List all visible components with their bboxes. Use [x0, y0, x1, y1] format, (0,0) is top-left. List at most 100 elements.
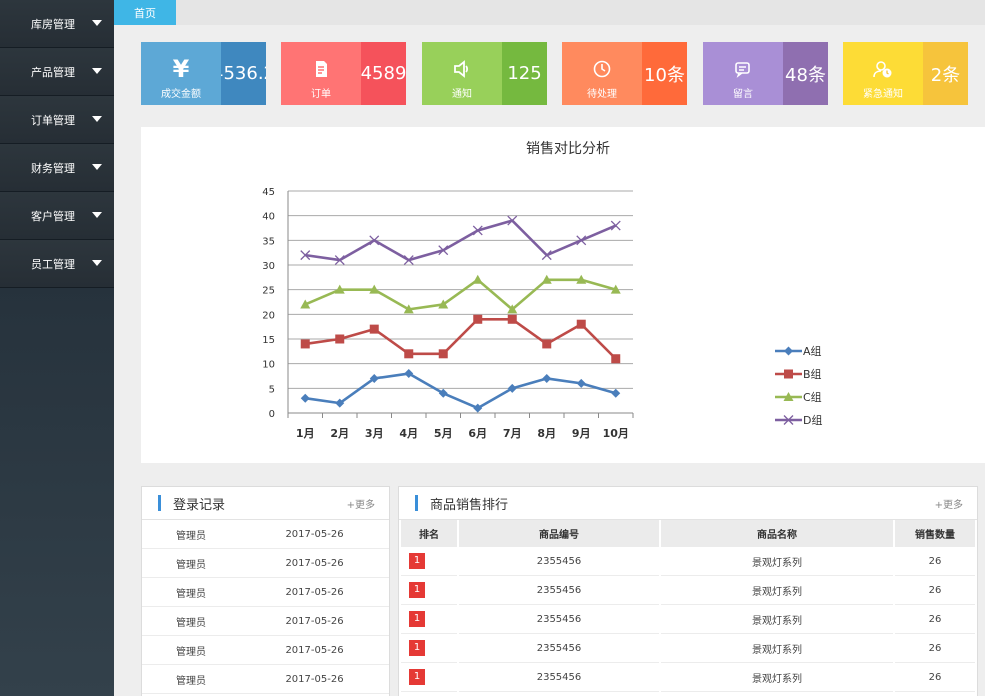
tab-home[interactable]: 首页: [114, 0, 176, 25]
sidebar-item-label: 客户管理: [31, 209, 75, 223]
sales-line-chart: 销售对比分析 0 5 10 15 20 25 30 35 40 45 1月 2月 3月 4月 5月 6月 7月 8月…: [262, 141, 822, 440]
sidebar-item-finance[interactable]: 财务管理: [0, 144, 114, 192]
sales-qty-cell: 26: [895, 576, 975, 605]
stat-card-icon-area: 订单: [281, 42, 361, 105]
data-point: [473, 403, 483, 413]
data-point: [300, 339, 310, 349]
panel-header: 登录记录 +更多: [142, 487, 389, 520]
data-point: [335, 334, 345, 344]
data-point: [300, 393, 310, 403]
series-line-1: [305, 372, 617, 410]
data-point: [300, 250, 311, 261]
legend-marker: [784, 346, 793, 356]
data-point: [576, 235, 587, 246]
more-link[interactable]: +更多: [934, 499, 963, 511]
series-line-2: [305, 317, 617, 360]
legend-marker: [784, 369, 793, 379]
product-code-cell: 2355456: [459, 634, 659, 663]
rank-badge: 1: [409, 611, 425, 627]
product-code-cell: 2355456: [459, 576, 659, 605]
legend-label: A组: [803, 344, 822, 358]
x-tick-label: 6月: [468, 427, 487, 440]
login-date: 2017-05-26: [285, 586, 344, 598]
chart-title: 销售对比分析: [526, 141, 610, 157]
column-header: 商品名称: [661, 520, 893, 547]
sidebar-item-customers[interactable]: 客户管理: [0, 192, 114, 240]
data-point: [438, 299, 449, 309]
panel-title: 登录记录: [158, 494, 225, 513]
stat-card-icon-area: 待处理: [562, 42, 642, 105]
data-point: [576, 274, 587, 284]
x-tick-label: 3月: [365, 427, 384, 440]
sales-qty-cell: 26: [895, 547, 975, 576]
login-record-row: 管理员 2017-05-26: [142, 607, 389, 636]
product-name-cell: 景观灯系列: [661, 576, 893, 605]
login-user: 管理员: [176, 530, 206, 542]
stat-card-value: 4589: [361, 42, 406, 105]
stat-card-value: 48条: [783, 42, 828, 105]
y-tick-label: 40: [262, 212, 275, 223]
stat-card-value: 10条: [642, 42, 687, 105]
y-tick-label: 15: [262, 335, 275, 346]
data-point: [507, 314, 517, 324]
rank-badge: 1: [409, 553, 425, 569]
sales-qty-cell: 26: [895, 634, 975, 663]
rank-cell: 1: [401, 576, 457, 605]
data-point: [438, 388, 448, 398]
login-date: 2017-05-26: [285, 528, 344, 540]
stat-card[interactable]: ¥ 成交金额 4536.2: [141, 42, 266, 105]
stat-card[interactable]: 通知 125: [422, 42, 547, 105]
rank-cell: 1: [401, 663, 457, 692]
message-icon: [733, 58, 753, 80]
y-tick-label: 0: [269, 409, 275, 420]
y-tick-label: 25: [262, 286, 275, 297]
data-point: [369, 373, 379, 383]
sidebar-item-staff[interactable]: 员工管理: [0, 240, 114, 288]
stat-card-label: 订单: [311, 89, 331, 100]
login-date: 2017-05-26: [285, 557, 344, 569]
data-point: [541, 250, 552, 261]
y-tick-label: 10: [262, 360, 275, 371]
stat-card[interactable]: 待处理 10条: [562, 42, 687, 105]
stat-card[interactable]: 紧急通知 2条: [843, 42, 968, 105]
sidebar-item-products[interactable]: 产品管理: [0, 48, 114, 96]
login-date: 2017-05-26: [285, 673, 344, 685]
login-user: 管理员: [176, 588, 206, 600]
data-point: [403, 304, 414, 314]
sidebar-item-label: 员工管理: [31, 257, 75, 271]
stat-card-label: 成交金额: [161, 89, 201, 100]
caret-down-icon: [92, 212, 102, 218]
data-point: [507, 383, 517, 393]
x-tick-label: 4月: [399, 427, 418, 440]
sidebar-item-orders[interactable]: 订单管理: [0, 96, 114, 144]
stat-card-value: 125: [502, 42, 547, 105]
data-point: [576, 319, 586, 329]
login-date: 2017-05-26: [285, 644, 344, 656]
data-point: [611, 388, 621, 398]
sidebar-item-label: 订单管理: [31, 113, 75, 127]
login-user: 管理员: [176, 559, 206, 571]
product-code-cell: 2355456: [459, 547, 659, 576]
x-tick-label: 5月: [434, 427, 453, 440]
x-tick-label: 9月: [572, 427, 591, 440]
login-user: 管理员: [176, 617, 206, 629]
product-code-cell: 2355456: [459, 605, 659, 634]
urgent-icon: [872, 58, 894, 80]
stat-card-label: 紧急通知: [863, 89, 903, 100]
stat-card[interactable]: 留言 48条: [703, 42, 828, 105]
stat-card-label: 待处理: [587, 89, 617, 100]
legend-label: B组: [803, 367, 822, 381]
sidebar-item-warehouse[interactable]: 库房管理: [0, 0, 114, 48]
y-tick-label: 45: [262, 187, 275, 198]
sales-qty-cell: 26: [895, 605, 975, 634]
stat-card[interactable]: 订单 4589: [281, 42, 406, 105]
legend-marker: [783, 392, 794, 401]
rank-cell: 1: [401, 605, 457, 634]
data-point: [542, 339, 552, 349]
table-row: 1 2355456 景观灯系列 26: [401, 576, 975, 605]
sidebar-item-label: 库房管理: [31, 17, 75, 31]
data-point: [610, 284, 621, 294]
data-point: [335, 398, 345, 408]
more-link[interactable]: +更多: [346, 499, 375, 511]
stat-card-label: 通知: [452, 89, 472, 100]
